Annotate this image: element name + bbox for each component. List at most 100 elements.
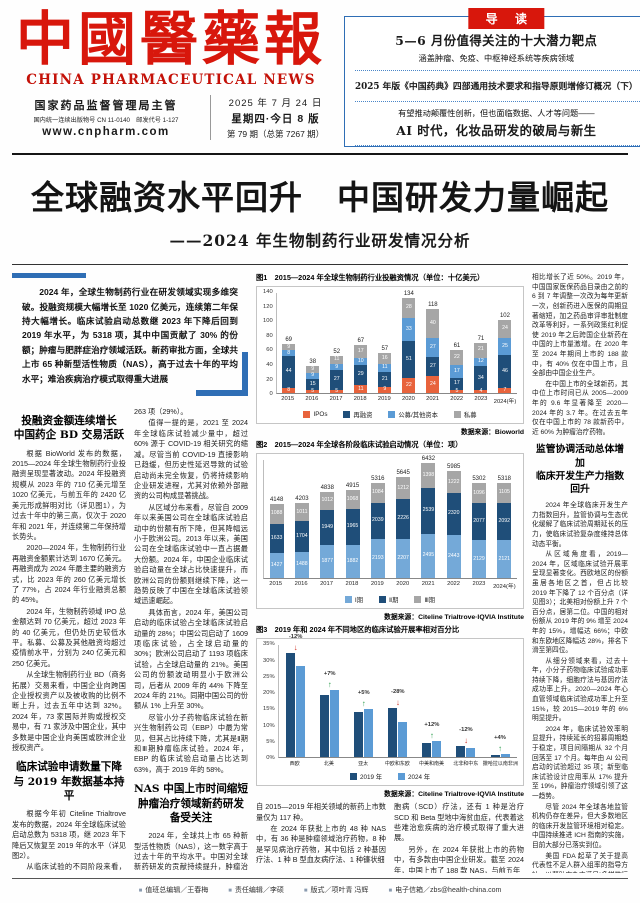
section-heading: 投融资金额连续增长 中国药企 BD 交易活跃 (12, 414, 126, 443)
section-heading-line: 投融资金额连续增长 (21, 415, 117, 428)
digest-item-title: 2025 年版《中国药典》四部通用技术要求和指导原则增修订概况（下） (355, 82, 638, 93)
segment-私募: 17 (354, 345, 368, 358)
body-paragraph: 从区域分布来看，尽管自 2009 年以来美国公司在全球临床试验启动中的份额有所下… (134, 502, 248, 606)
segment-IPOs: 24 (426, 376, 440, 394)
x-tick-label: 2021 (421, 581, 435, 588)
left-text-columns: 投融资金额连续增长 中国药企 BD 交易活跃 根据 BioWorld 发布的数据，2… (12, 407, 248, 873)
section-heading-line: 临床开发生产力指数回升 (535, 470, 625, 495)
bar-total-label: 5985 (447, 464, 461, 471)
chart2-bar-2022: 5985 2443 2320 1222 (441, 464, 466, 579)
bar-stack: 2207 2226 1212 (396, 477, 411, 579)
body-paragraph: 从区域角度看，2019—2024 年，区域临床试验开展率呈现显著变化。西欧地区的… (532, 551, 628, 655)
y-axis-labels: 35% 30% 25% 20% 15% 10% 5% 0% (263, 641, 278, 761)
segment-IPOs: 22 (402, 377, 416, 394)
chart-inner: 140 120 100 80 60 40 20 0 69 8 44 8 9 38 5 15 9 9 52 5 27 9 11… (263, 289, 517, 405)
x-tick-label: 2020 (401, 396, 415, 403)
y-tick-label: 25% (263, 673, 275, 680)
chart-financing: 图1 2015—2024 年全球生物制药行业投融资情况（单位：十亿美元） 140 1… (256, 273, 524, 436)
legend-label: Ⅲ期 (424, 597, 436, 605)
segment-私募: 21 (474, 342, 488, 358)
x-axis-labels: 2015 2016 2017 2018 2019 2020 2021 2022 2023 2024… (263, 579, 517, 590)
bar-stack: 4 34 12 21 (474, 342, 488, 394)
segment-Ⅲ期: 1105 (497, 483, 512, 503)
headline-block: 全球融资水平回升 中国研发力量崛起 ——2024 年生物制药行业研发情况分析 (0, 155, 640, 251)
chart3-bar-西欧: -12% ↓ (279, 635, 313, 758)
bar-total-label: 61 (453, 342, 461, 349)
x-tick-label: 2019 (377, 396, 391, 403)
body-paragraph: 从细分领域来看，过去十年，小分子药物临床试验成功率持续下降，细胞疗法与基因疗法成… (532, 657, 628, 723)
arrow-down-icon: ↓ (293, 643, 298, 653)
segment-IPOs: 11 (354, 385, 368, 394)
chart-legend: 2019 年 2024 年 (263, 767, 517, 784)
segment-Ⅱ期: 2320 (446, 493, 461, 535)
bar-2024 年 (296, 666, 306, 758)
segment-IPOs: 8 (282, 387, 296, 394)
y-tick-label: 20% (263, 690, 275, 697)
bar-2024 年 (398, 722, 408, 758)
x-tick-label: 2024(年) (493, 399, 517, 406)
body-paragraph: 在 2024 年获批上市的 48 种 NAS 中，有 36 种是肿瘤领域治疗药物… (256, 824, 386, 865)
segment-再融资: 27 (330, 370, 344, 390)
segment-Ⅲ期: 1084 (370, 483, 385, 503)
bar-stack: 1877 1949 1012 (320, 491, 335, 579)
arrow-up-icon: ↑ (498, 744, 503, 754)
x-tick-label: 2017 (329, 396, 343, 403)
bar-stack: 2121 2092 1105 (497, 483, 512, 579)
bar-total-label: 52 (333, 349, 341, 356)
chart1-bar-2022: 61 5 17 17 22 (445, 343, 469, 394)
x-axis-labels: 2015 2016 2017 2018 2019 2020 2021 2022 2023 2024… (276, 394, 517, 405)
section-heading: 临床试验申请数量下降与 2019 年数据基本持平 (12, 760, 126, 803)
change-label: +12% (424, 721, 440, 728)
legend-swatch (344, 596, 352, 604)
legend-swatch (349, 773, 357, 781)
lead-summary-box: 2024 年，全球生物制药行业在研发领域实现多维突破。投融资规模大幅增长至 10… (12, 273, 248, 400)
segment-私募: 24 (498, 320, 512, 338)
segment-Ⅲ期: 1088 (269, 504, 284, 524)
page-header: 中國醫藥報 CHINA PHARMACEUTICAL NEWS 国家药品监督管理… (0, 0, 640, 148)
legend-item: Ⅱ期 (379, 595, 398, 604)
chart3-bar-撒哈拉以南非洲: +4% ↑ (483, 735, 517, 758)
segment-IPOs: 5 (330, 389, 344, 394)
bar-stack: 9 21 11 16 (378, 352, 392, 394)
segment-IPOs: 9 (378, 387, 392, 394)
segment-公募/其他资本: 8 (282, 350, 296, 357)
issue-number: 第 79 期（总第 7267 期） (226, 129, 325, 140)
segment-Ⅰ期: 1877 (320, 544, 335, 579)
middle-bottom-text: 自 2015—2019 年相关领域的新药上市数量仅为 117 种。在 2024 … (256, 802, 524, 873)
x-axis-labels: 西欧 北美 亚太 中欧和东欧 中美和南美 北非和中东 撒哈拉以南非洲 (278, 758, 518, 768)
change-label: -28% (391, 688, 405, 695)
chart-source: 数据来源：Citeline Trialtrove·IQVIA Institute (384, 791, 524, 799)
legend-label: Ⅰ期 (354, 597, 364, 605)
segment-Ⅰ期: 2495 (421, 533, 436, 579)
legend-item: Ⅰ期 (344, 595, 364, 605)
bar-total-label: 102 (499, 313, 510, 320)
bar-pair (286, 653, 306, 758)
legend-label: 私募 (463, 412, 477, 420)
x-tick-label: 2015 (269, 581, 283, 588)
bar-2019 年 (422, 742, 432, 758)
bar-2019 年 (490, 754, 500, 758)
main-headline: 全球融资水平回升 中国研发力量崛起 (31, 178, 609, 218)
body-paragraph: 2020—2024 年，生物制药行业再融资金额累计达到 1670 亿美元。再融资… (12, 543, 126, 605)
x-tick-label: 西欧 (289, 761, 300, 768)
bar-total-label: 4148 (269, 497, 284, 504)
bar-stack: 2495 2539 1398 (421, 463, 436, 579)
y-tick-label: 80 (266, 332, 273, 339)
bar-total-label: 71 (477, 335, 485, 342)
x-tick-label: 2024(年) (493, 584, 516, 591)
y-tick-label: 30% (263, 657, 275, 664)
chart-legend: IPOs 再融资 公募/其他资本 私募 (263, 405, 517, 422)
bar-total-label: 4203 (295, 496, 309, 503)
body-paragraph: 根据今年初 Citeline Trialtrove 发布的数据，2024 年全球… (12, 809, 126, 860)
x-tick-label: 2023 (472, 581, 486, 588)
chart-caption: 图2 2015—2024 年全球各阶段临床试验启动情况（单位：项） (256, 440, 463, 450)
y-tick-label: 0 (269, 391, 273, 398)
segment-私募: 28 (402, 297, 416, 318)
lead-paragraph: 2024 年，全球生物制药行业在研发领域实现多维突破。投融资规模大幅增长至 10… (22, 287, 238, 384)
digest-item-subtitle: 涵盖肿瘤、免疫、中枢神经系统等疾病领域 (418, 54, 575, 63)
bar-2019 年 (354, 712, 364, 758)
bar-total-label: 5645 (396, 470, 410, 477)
chart1-bar-2019: 57 9 21 11 16 (373, 346, 397, 394)
x-tick-label: 中美和南美 (419, 761, 445, 768)
digest-list: 5—6 月份值得关注的十大潜力靶点涵盖肿瘤、免疫、中枢神经系统等疾病领域2版20… (355, 26, 640, 147)
